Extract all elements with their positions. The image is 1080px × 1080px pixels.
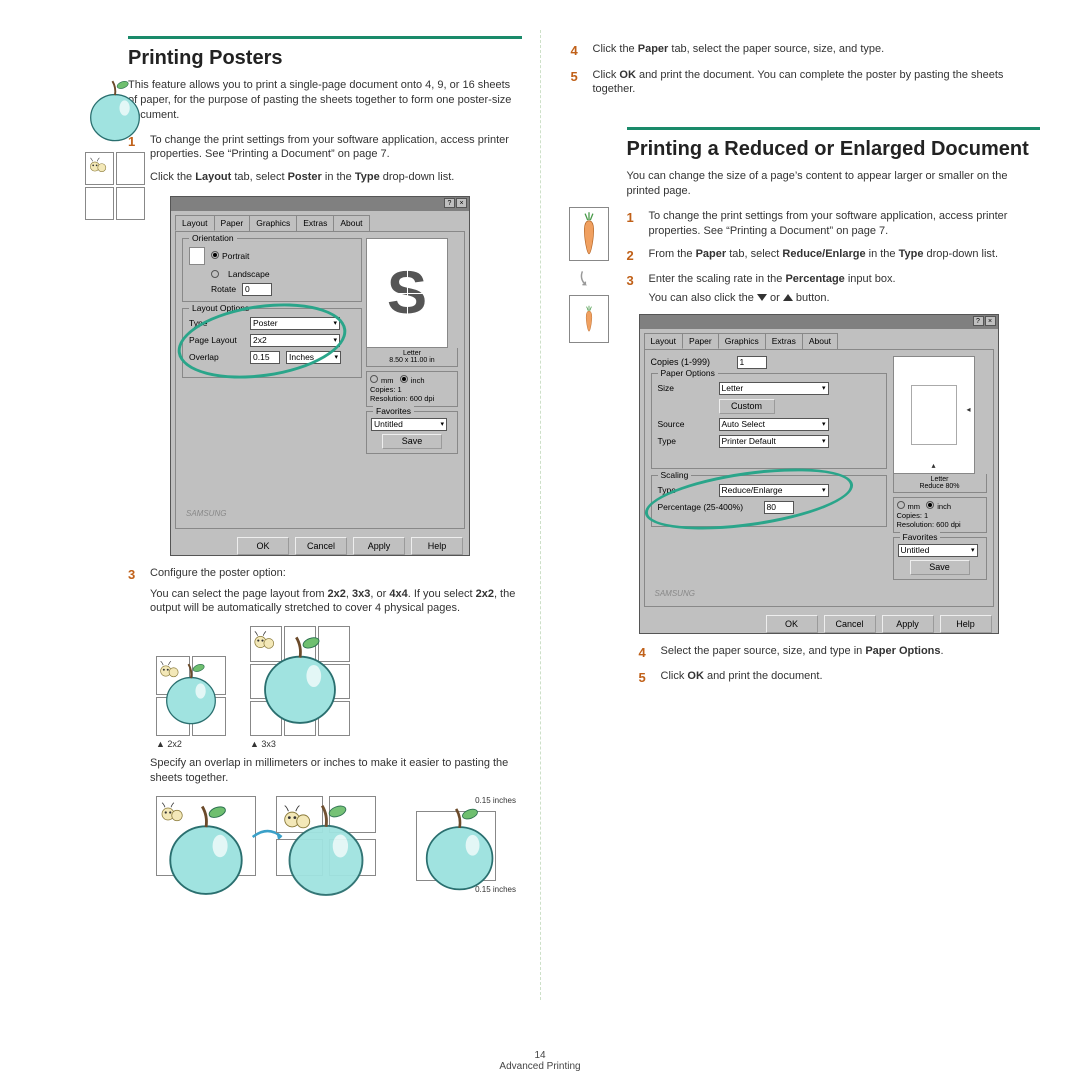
step-number: 2 xyxy=(627,247,641,265)
dialog-titlebar: ?× xyxy=(171,197,469,211)
radio-portrait[interactable]: Portrait xyxy=(222,251,249,261)
type-dropdown[interactable]: Poster xyxy=(250,317,340,330)
right-step-5: Click OK and print the document. You can… xyxy=(593,68,1041,98)
up-arrow-icon xyxy=(783,294,793,301)
intro-posters: This feature allows you to print a singl… xyxy=(128,78,522,123)
step-number: 1 xyxy=(627,209,641,239)
help-icon[interactable]: ? xyxy=(973,316,984,326)
poster-illustration xyxy=(80,76,150,220)
papertype-dropdown[interactable]: Printer Default xyxy=(719,435,829,448)
r-step-4: Select the paper source, size, and type … xyxy=(661,644,1041,662)
save-button[interactable]: Save xyxy=(910,560,970,575)
left-column: Printing Posters This feature allows you… xyxy=(40,30,540,1000)
step-1: To change the print settings from your s… xyxy=(150,133,522,163)
percentage-input[interactable]: 80 xyxy=(764,501,794,514)
step-2: Click the Layout tab, select Poster in t… xyxy=(150,170,522,188)
step-number: 5 xyxy=(639,669,653,687)
custom-button[interactable]: Custom xyxy=(719,399,775,414)
right-column: 4 Click the Paper tab, select the paper … xyxy=(541,30,1041,1000)
orientation-label: Orientation xyxy=(189,233,237,243)
layout-dialog: ?× Layout Paper Graphics Extras About Or… xyxy=(170,196,470,556)
right-step-4: Click the Paper tab, select the paper so… xyxy=(593,42,1041,60)
r-step-2: From the Paper tab, select Reduce/Enlarg… xyxy=(649,247,1041,265)
caption-3x3: ▲ 3x3 xyxy=(250,738,350,750)
step-number: 3 xyxy=(128,566,142,896)
tab-graphics[interactable]: Graphics xyxy=(718,333,766,349)
overlap-text: Specify an overlap in millimeters or inc… xyxy=(150,756,522,786)
apple-icon xyxy=(83,76,147,146)
ok-button[interactable]: OK xyxy=(237,537,289,555)
paper-dialog: ?× Layout Paper Graphics Extras About Co… xyxy=(639,314,999,634)
source-dropdown[interactable]: Auto Select xyxy=(719,418,829,431)
down-arrow-icon xyxy=(757,294,767,301)
close-icon[interactable]: × xyxy=(456,198,467,208)
step-number: 4 xyxy=(639,644,653,662)
section-rule xyxy=(128,36,522,39)
section-title-reduce: Printing a Reduced or Enlarged Document xyxy=(627,138,1041,161)
scaling-type-dropdown[interactable]: Reduce/Enlarge xyxy=(719,484,829,497)
footer-section: Advanced Printing xyxy=(0,1061,1080,1072)
help-button[interactable]: Help xyxy=(411,537,463,555)
step-number: 3 xyxy=(627,272,641,306)
page-footer: 14 Advanced Printing xyxy=(0,1050,1080,1072)
section-title-posters: Printing Posters xyxy=(128,47,522,70)
save-button[interactable]: Save xyxy=(382,434,442,449)
section-rule xyxy=(627,127,1041,130)
tab-paper[interactable]: Paper xyxy=(682,333,719,349)
step-number: 4 xyxy=(571,42,585,60)
cancel-button[interactable]: Cancel xyxy=(295,537,347,555)
rotate-label: Rotate xyxy=(211,284,236,294)
page-number: 14 xyxy=(0,1050,1080,1061)
layout-options-label: Layout Options xyxy=(189,303,252,313)
favorites-dropdown[interactable]: Untitled xyxy=(898,544,978,557)
tab-about[interactable]: About xyxy=(333,215,369,231)
apply-button[interactable]: Apply xyxy=(353,537,405,555)
tab-paper[interactable]: Paper xyxy=(214,215,251,231)
help-icon[interactable]: ? xyxy=(444,198,455,208)
brand-label: SAMSUNG xyxy=(186,509,226,518)
cancel-button[interactable]: Cancel xyxy=(824,615,876,633)
step-3: Configure the poster option: You can sel… xyxy=(150,566,522,896)
caption-2x2: ▲ 2x2 xyxy=(156,738,226,750)
overlap-input[interactable]: 0.15 xyxy=(250,351,280,364)
close-icon[interactable]: × xyxy=(985,316,996,326)
reduce-enlarge-illustration xyxy=(559,207,619,343)
tab-layout[interactable]: Layout xyxy=(644,333,684,349)
r-step-1: To change the print settings from your s… xyxy=(649,209,1041,239)
pagelayout-dropdown[interactable]: 2x2 xyxy=(250,334,340,347)
tab-extras[interactable]: Extras xyxy=(765,333,803,349)
overlap-unit[interactable]: Inches xyxy=(286,351,341,364)
tab-extras[interactable]: Extras xyxy=(296,215,334,231)
rotate-input[interactable]: 0 xyxy=(242,283,272,296)
dialog-titlebar: ?× xyxy=(640,315,998,329)
preview-pane: S xyxy=(366,238,448,348)
tab-about[interactable]: About xyxy=(802,333,838,349)
preview-pane: ◂ ▴ xyxy=(893,356,975,474)
help-button[interactable]: Help xyxy=(940,615,992,633)
carrot-icon xyxy=(576,211,602,257)
ok-button[interactable]: OK xyxy=(766,615,818,633)
brand-label: SAMSUNG xyxy=(655,589,695,598)
step-number: 5 xyxy=(571,68,585,98)
apply-button[interactable]: Apply xyxy=(882,615,934,633)
r-step-3: Enter the scaling rate in the Percentage… xyxy=(649,272,1041,306)
radio-landscape[interactable]: Landscape xyxy=(228,269,270,279)
intro-reduce: You can change the size of a page’s cont… xyxy=(627,169,1041,199)
favorites-dropdown[interactable]: Untitled xyxy=(371,418,447,431)
tab-layout[interactable]: Layout xyxy=(175,215,215,231)
r-step-5: Click OK and print the document. xyxy=(661,669,1041,687)
tab-graphics[interactable]: Graphics xyxy=(249,215,297,231)
copies-input[interactable]: 1 xyxy=(737,356,767,369)
size-dropdown[interactable]: Letter xyxy=(719,382,829,395)
